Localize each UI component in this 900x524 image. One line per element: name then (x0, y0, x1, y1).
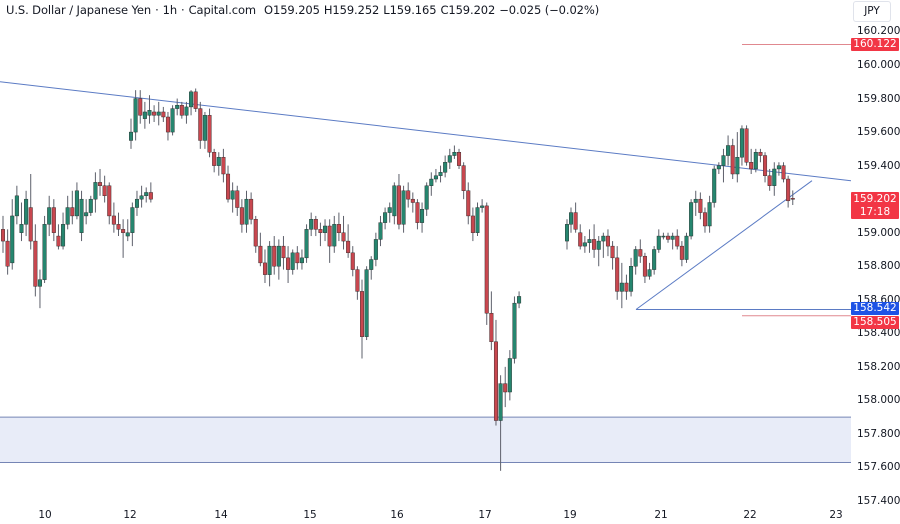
ascending-trendline (635, 180, 813, 310)
price-axis[interactable] (851, 0, 900, 524)
separator: · (181, 3, 185, 17)
last-price: 159.202 (853, 193, 897, 205)
separator: · (155, 3, 159, 17)
time-tick: 19 (563, 509, 577, 521)
price-tick: 158.000 (857, 394, 900, 407)
price-tick: 158.800 (857, 260, 900, 273)
price-tick: 157.600 (857, 461, 900, 474)
time-tick: 17 (478, 509, 492, 521)
support-price-badge: 158.505 (851, 316, 899, 329)
price-tick: 160.200 (857, 25, 900, 38)
ohlc-open: O159.205 (264, 3, 320, 17)
symbol-name[interactable]: U.S. Dollar / Japanese Yen (6, 3, 152, 17)
price-tick: 159.800 (857, 92, 900, 105)
ohlc-high: H159.252 (323, 3, 380, 17)
time-tick: 23 (829, 509, 843, 521)
bar-countdown: 17:18 (859, 205, 891, 218)
time-tick: 21 (654, 509, 668, 521)
candlestick-series (1, 88, 795, 471)
price-tick: 159.600 (857, 126, 900, 139)
time-tick: 15 (303, 509, 317, 521)
ohlc-change: −0.025 (−0.02%) (499, 3, 600, 17)
currency-button[interactable]: JPY (853, 1, 891, 22)
ohlc-close: C159.202 (440, 3, 496, 17)
price-tick: 159.000 (857, 226, 900, 239)
last-price-badge: 159.202 17:18 (851, 192, 899, 219)
data-source: Capital.com (188, 3, 257, 17)
symbol-legend: U.S. Dollar / Japanese Yen · 1h · Capital.co… (6, 3, 603, 17)
horizontal-levels[interactable] (636, 44, 851, 317)
descending-trendline (0, 81, 851, 182)
time-tick: 12 (123, 509, 137, 521)
trendlines[interactable] (0, 81, 851, 310)
ohlc-low: L159.165 (383, 3, 437, 17)
price-tick: 157.800 (857, 427, 900, 440)
time-tick: 22 (743, 509, 757, 521)
swing-low-price-badge: 158.542 (851, 302, 899, 315)
price-tick: 160.000 (857, 59, 900, 71)
price-tick: 158.200 (857, 360, 900, 373)
interval[interactable]: 1h (162, 3, 178, 17)
time-tick: 10 (38, 509, 52, 521)
price-tick: 159.400 (857, 159, 900, 172)
time-tick: 16 (390, 509, 404, 521)
time-tick: 14 (214, 509, 228, 521)
price-tick: 157.400 (857, 495, 900, 508)
price-tick: 158.400 (857, 327, 900, 340)
demand-zone[interactable] (0, 416, 851, 463)
chart-plot-area[interactable] (0, 0, 851, 505)
resistance-price-badge: 160.122 (851, 38, 899, 51)
